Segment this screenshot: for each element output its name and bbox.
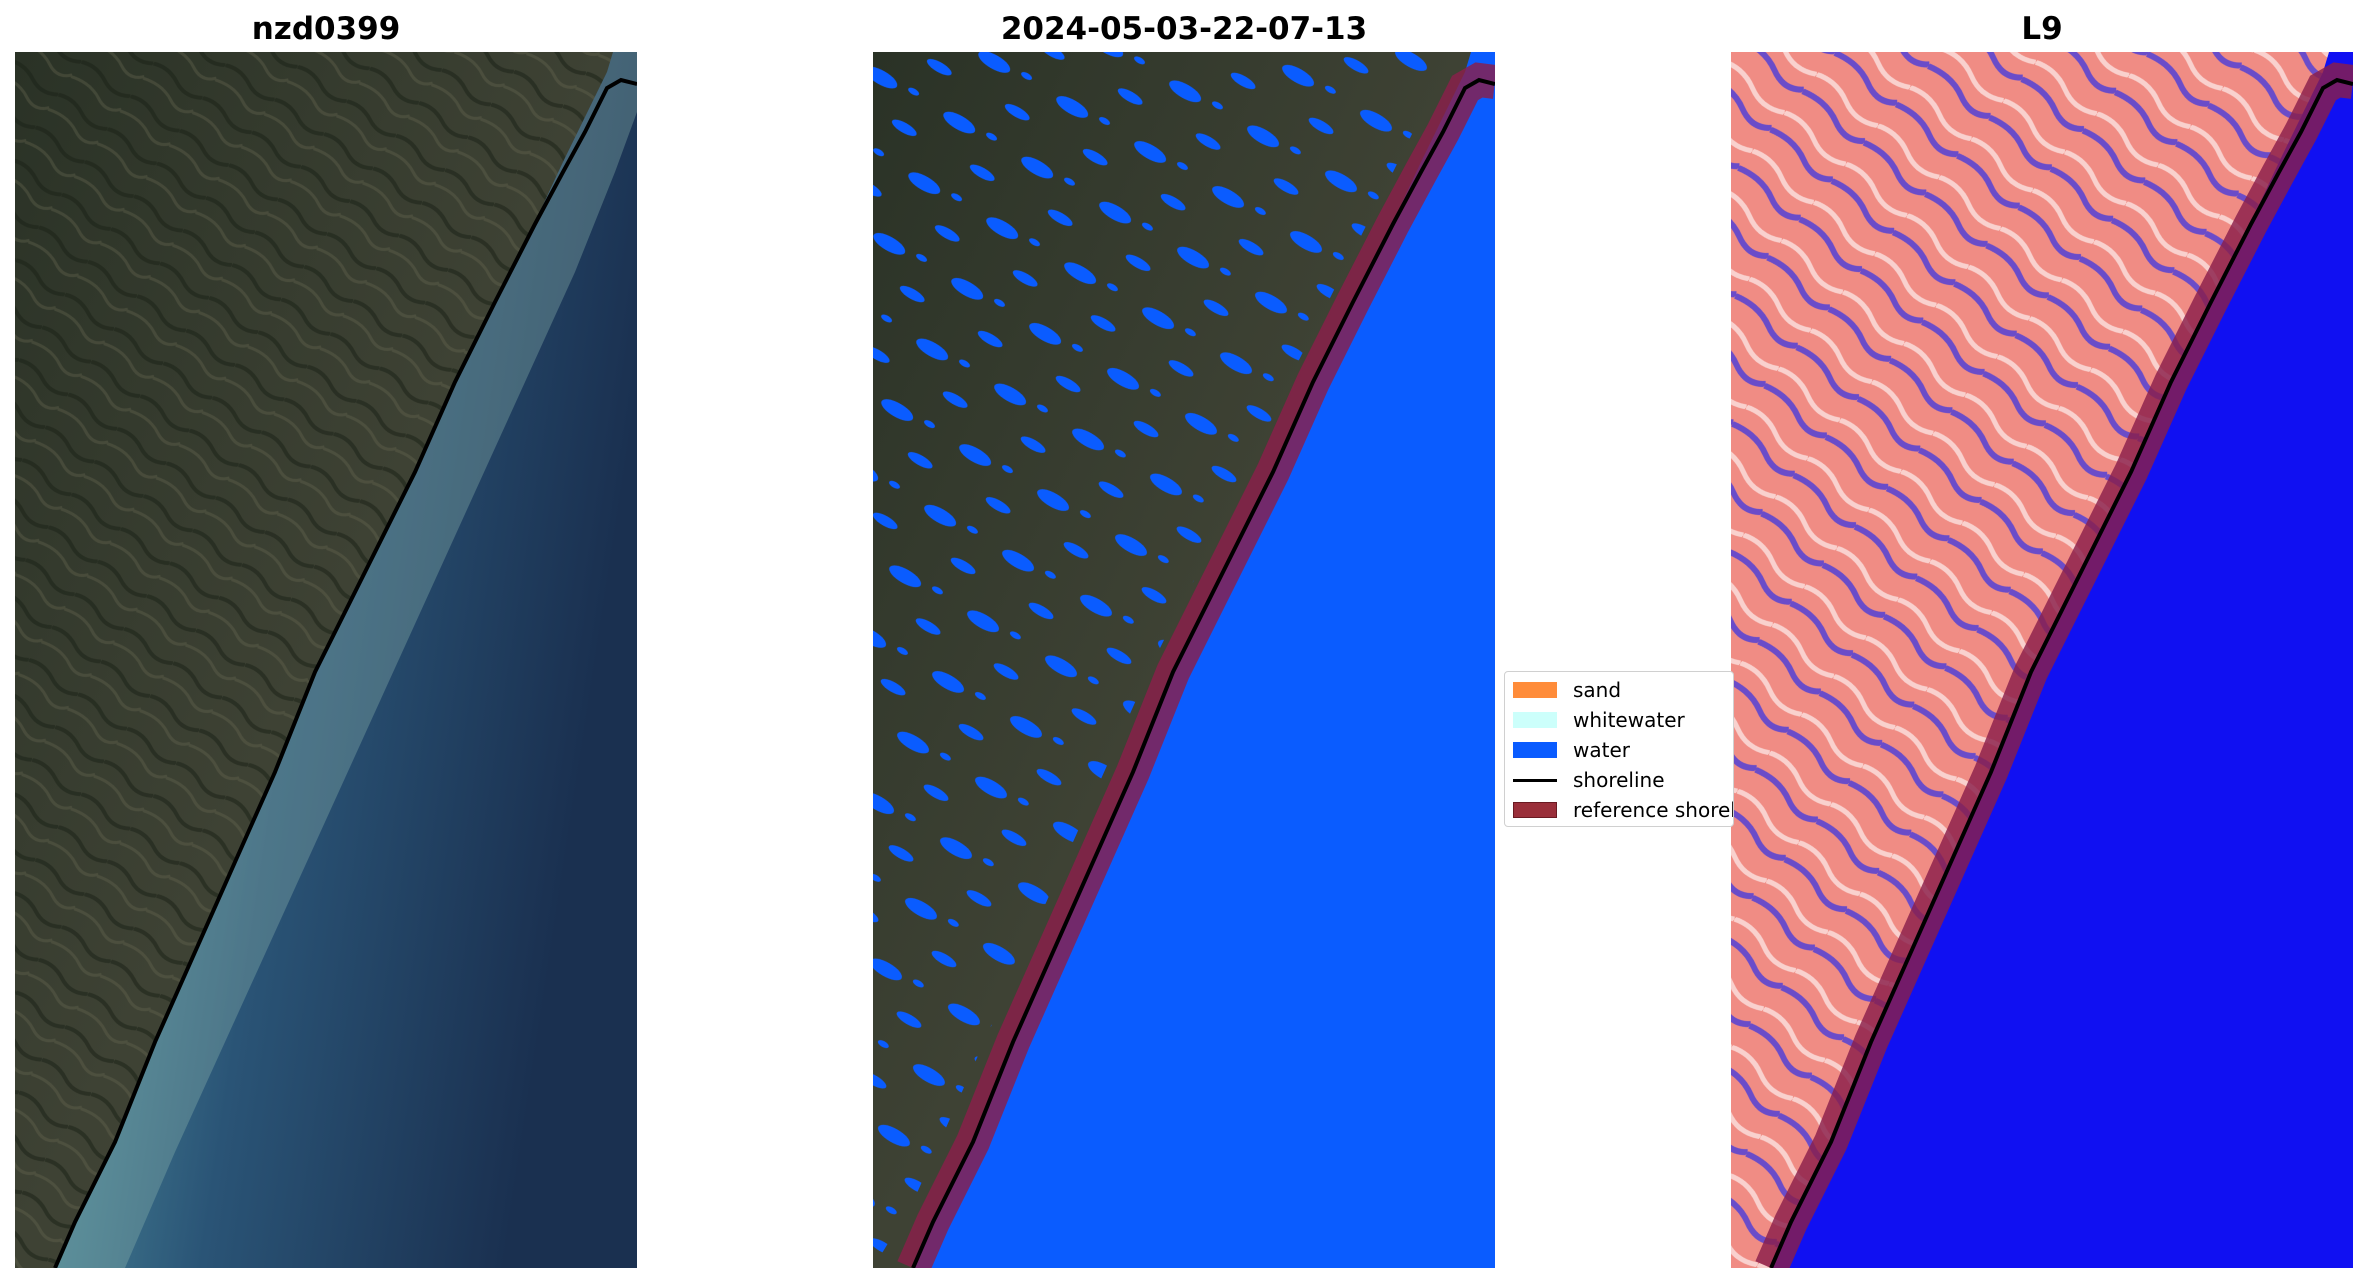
legend-swatch-water [1513, 742, 1557, 758]
index-shoreline [1769, 77, 2353, 1268]
legend-label-whitewater: whitewater [1573, 708, 1685, 732]
panel-title-index: L9 [2021, 11, 2063, 47]
legend-item-shoreline: shoreline [1513, 768, 1733, 792]
legend-swatch-reference-shoreline [1513, 802, 1557, 818]
classified-image [873, 52, 1495, 1268]
legend-item-sand: sand [1513, 678, 1733, 702]
rgb-shoreline [53, 77, 637, 1268]
index-image [1731, 52, 2353, 1268]
classified-inland-water [873, 52, 1433, 1268]
classified-shoreline [911, 77, 1495, 1268]
legend-line-shoreline [1513, 779, 1557, 782]
panel-title-classified: 2024-05-03-22-07-13 [1000, 11, 1368, 47]
legend-swatch-whitewater [1513, 712, 1557, 728]
rgb-surf-band [55, 52, 637, 1268]
legend-label-shoreline: shoreline [1573, 768, 1665, 792]
panel-title-rgb: nzd0399 [251, 11, 401, 47]
legend-item-whitewater: whitewater [1513, 708, 1733, 732]
legend-label-reference-shoreline: reference shoreline buffer [1573, 798, 1733, 822]
rgb-land-texture [15, 52, 613, 1268]
legend-item-reference-shoreline: reference shoreline buffer [1513, 798, 1733, 822]
legend-label-sand: sand [1573, 678, 1622, 702]
legend-item-water: water [1513, 738, 1733, 762]
legend-swatch-sand [1513, 682, 1557, 698]
legend-label-water: water [1573, 738, 1630, 762]
rgb-satellite-image [15, 52, 637, 1268]
legend: sand whitewater water shoreline referenc… [1504, 671, 1734, 827]
